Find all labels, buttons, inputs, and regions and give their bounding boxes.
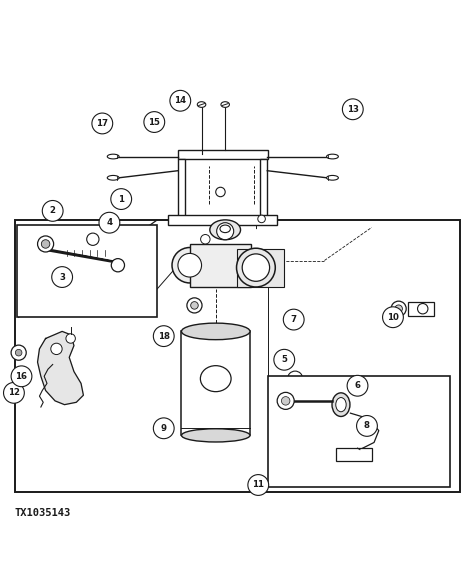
- Ellipse shape: [197, 102, 206, 107]
- Text: 5: 5: [282, 355, 287, 364]
- Circle shape: [92, 113, 113, 134]
- Text: 4: 4: [106, 218, 112, 227]
- Text: 15: 15: [148, 117, 160, 127]
- Text: 8: 8: [364, 421, 370, 430]
- Circle shape: [154, 325, 174, 347]
- Text: 12: 12: [8, 388, 20, 397]
- Text: 3: 3: [59, 273, 65, 281]
- Ellipse shape: [242, 254, 270, 281]
- Ellipse shape: [172, 248, 208, 283]
- Text: 11: 11: [252, 481, 264, 489]
- Bar: [237, 249, 284, 286]
- Circle shape: [288, 371, 303, 386]
- Ellipse shape: [332, 393, 350, 417]
- Bar: [17, 225, 156, 317]
- Ellipse shape: [178, 253, 201, 277]
- Bar: [408, 301, 434, 316]
- Circle shape: [216, 187, 225, 197]
- Circle shape: [111, 189, 132, 210]
- Bar: [190, 244, 251, 286]
- Bar: [168, 215, 277, 225]
- Bar: [260, 159, 267, 215]
- Text: 9: 9: [161, 424, 167, 433]
- Text: TX1035143: TX1035143: [15, 508, 71, 518]
- Ellipse shape: [220, 225, 230, 233]
- Ellipse shape: [395, 305, 402, 312]
- Ellipse shape: [327, 154, 338, 159]
- Circle shape: [170, 91, 191, 111]
- Circle shape: [15, 350, 22, 356]
- Circle shape: [282, 397, 290, 405]
- Ellipse shape: [107, 154, 119, 159]
- Circle shape: [37, 236, 54, 252]
- Ellipse shape: [418, 304, 428, 314]
- Ellipse shape: [391, 301, 406, 316]
- Bar: [182, 331, 250, 435]
- Text: 7: 7: [291, 315, 297, 324]
- Bar: [336, 448, 372, 461]
- Bar: [15, 221, 460, 492]
- Ellipse shape: [201, 366, 231, 392]
- Ellipse shape: [327, 175, 338, 180]
- Circle shape: [99, 213, 120, 233]
- Ellipse shape: [107, 175, 119, 180]
- Text: 18: 18: [158, 332, 170, 340]
- Text: 14: 14: [174, 96, 186, 105]
- Circle shape: [111, 258, 125, 272]
- Text: 10: 10: [387, 313, 399, 321]
- Circle shape: [191, 301, 198, 309]
- Circle shape: [217, 223, 234, 240]
- Ellipse shape: [182, 429, 250, 442]
- Bar: [178, 159, 185, 215]
- Text: 16: 16: [16, 372, 27, 381]
- Text: 13: 13: [347, 105, 359, 114]
- Circle shape: [201, 234, 210, 244]
- Circle shape: [383, 307, 403, 328]
- Bar: [268, 376, 450, 488]
- Polygon shape: [37, 331, 83, 405]
- Text: 1: 1: [118, 195, 124, 203]
- Ellipse shape: [182, 323, 250, 340]
- Ellipse shape: [210, 220, 240, 240]
- Ellipse shape: [237, 248, 275, 287]
- Circle shape: [66, 333, 75, 343]
- Text: 17: 17: [96, 119, 109, 128]
- Circle shape: [11, 345, 26, 360]
- Circle shape: [248, 474, 269, 496]
- Circle shape: [42, 201, 63, 221]
- Circle shape: [3, 382, 24, 403]
- Ellipse shape: [336, 398, 346, 412]
- Bar: [178, 150, 268, 159]
- Circle shape: [51, 343, 62, 355]
- Circle shape: [154, 418, 174, 439]
- Circle shape: [277, 393, 294, 409]
- Circle shape: [187, 298, 202, 313]
- Text: 6: 6: [355, 381, 361, 390]
- Circle shape: [52, 266, 73, 288]
- Circle shape: [356, 415, 377, 436]
- Circle shape: [11, 366, 32, 387]
- Circle shape: [144, 112, 164, 132]
- Circle shape: [283, 309, 304, 330]
- Circle shape: [342, 99, 363, 120]
- Text: 2: 2: [50, 206, 55, 215]
- Circle shape: [258, 215, 265, 223]
- Circle shape: [41, 240, 50, 248]
- Circle shape: [274, 350, 295, 370]
- Ellipse shape: [221, 102, 229, 107]
- Circle shape: [347, 375, 368, 396]
- Circle shape: [87, 233, 99, 245]
